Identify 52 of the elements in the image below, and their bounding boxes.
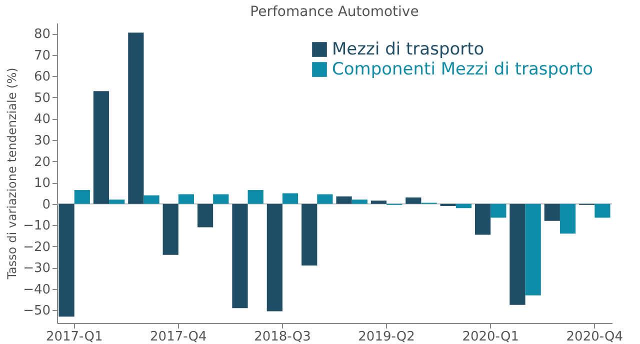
bar [248,190,264,204]
y-tick-label: 40 [34,112,50,128]
bar [510,204,526,305]
bar [109,200,125,204]
legend-label: Componenti Mezzi di trasporto [332,60,594,80]
x-tick-label: 2017-Q1 [46,330,103,344]
y-tick-label: −30 [23,261,50,276]
y-tick-label: 60 [34,70,50,85]
bar [302,204,318,266]
bar [560,204,576,234]
bar [544,204,560,221]
bar [213,194,229,204]
bar [456,204,472,208]
y-tick-label: 20 [34,154,50,170]
bar [352,200,368,204]
bar [162,204,178,255]
x-tick-label: 2019-Q2 [358,330,415,344]
bar [128,32,144,204]
bar [178,194,194,204]
bar [406,197,422,204]
bar [144,195,160,204]
bar [232,204,248,308]
bar [474,204,491,235]
y-tick-label: −40 [23,282,50,298]
bar [525,204,541,296]
bar [282,193,298,204]
bar [370,200,387,204]
bar [58,204,74,317]
x-tick-label: 2018-Q3 [254,330,311,344]
y-tick-label: −10 [23,218,50,234]
x-tick-label: 2020-Q4 [566,330,624,344]
y-tick-label: −20 [23,240,50,255]
bar [266,204,282,312]
bar [317,194,333,204]
y-tick-label: 30 [34,134,50,149]
legend-label: Mezzi di trasporto [332,40,484,60]
x-tick-label: 2017-Q4 [150,330,207,344]
y-tick-label: −50 [23,304,50,319]
bar [490,204,506,218]
y-tick-label: 50 [34,90,50,106]
y-tick-label: 0 [42,197,50,212]
y-tick-label: 80 [34,27,50,42]
y-tick-label: 10 [34,176,50,192]
bar [336,196,352,204]
bar [93,91,110,204]
bar [197,204,214,228]
x-tick-label: 2020-Q1 [462,330,519,344]
bar [594,204,610,218]
chart-title: Perfomance Automotive [250,4,419,20]
bar [74,190,90,204]
y-tick-label: 70 [34,48,50,64]
y-axis-title: Tasso di variazione tendenziale (%) [5,68,20,280]
